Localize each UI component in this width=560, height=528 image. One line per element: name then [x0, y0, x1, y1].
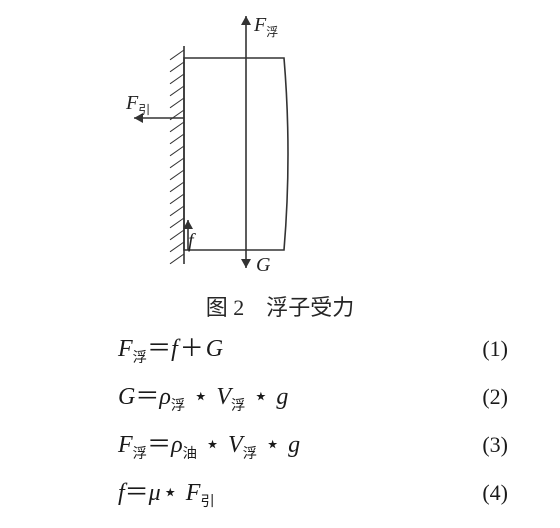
equation-list: F浮＝f＋G(1)G＝ρ浮 ⋆ V浮 ⋆ g(2)F浮＝ρ油 ⋆ V浮 ⋆ g(… [0, 325, 560, 517]
caption-text: 浮子受力 [266, 295, 354, 320]
equation-row: F浮＝ρ油 ⋆ V浮 ⋆ g(3) [0, 421, 560, 469]
equation-row: f＝μ⋆ F引(4) [0, 469, 560, 517]
caption-prefix: 图 2 [206, 295, 245, 320]
equation-number: (3) [482, 421, 508, 469]
label-buoyancy: F浮 [254, 14, 278, 40]
equation-number: (4) [482, 469, 508, 517]
equation-row: F浮＝f＋G(1) [0, 325, 560, 373]
label-friction: f [188, 230, 194, 253]
label-gravity: G [256, 254, 270, 277]
equation-number: (2) [482, 373, 508, 421]
diagram-svg [130, 10, 410, 280]
equation-number: (1) [482, 325, 508, 373]
free-body-diagram: F浮 G f F引 [130, 10, 410, 280]
label-attraction: F引 [126, 92, 150, 118]
figure-caption: 图 2 浮子受力 [0, 290, 560, 322]
equation-row: G＝ρ浮 ⋆ V浮 ⋆ g(2) [0, 373, 560, 421]
equation-body: f＝μ⋆ F引 [118, 469, 215, 526]
